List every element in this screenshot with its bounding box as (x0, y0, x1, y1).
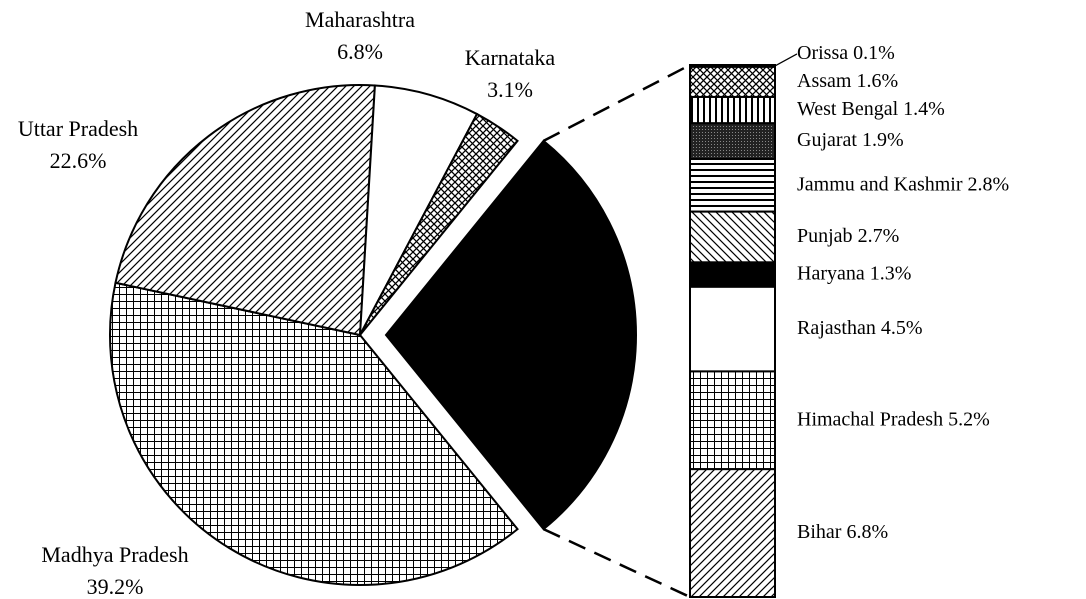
bar-category: Orissa (797, 42, 848, 64)
bar-category: Jammu and Kashmir (797, 173, 963, 195)
bar-label: Gujarat 1.9% (797, 129, 904, 151)
bar-label: Punjab 2.7% (797, 225, 899, 247)
bar-segment (689, 65, 776, 98)
bar-value-label: 2.7% (858, 225, 900, 247)
bar-label: Himachal Pradesh 5.2% (797, 408, 990, 430)
pie-slice (114, 84, 376, 337)
pie-slice (359, 84, 479, 336)
bar-value-label: 1.9% (862, 129, 904, 151)
slice-value-label: 39.2% (87, 574, 144, 599)
breakdown-bar: Orissa 0.1%Assam 1.6%West Bengal 1.4%Guj… (689, 42, 1009, 599)
leader-line (774, 53, 798, 67)
pie-slice (384, 139, 637, 531)
slice-value-label: 3.1% (487, 77, 533, 102)
bar-value-label: 1.6% (856, 70, 898, 92)
bar-segment (689, 210, 776, 264)
pie-slice (359, 112, 519, 336)
slice-label: Maharashtra (305, 7, 415, 32)
bar-category: Punjab (797, 225, 853, 247)
bar-segment (689, 261, 776, 288)
slice-value-label: 22.6% (50, 148, 107, 173)
slice-label: Karnataka (465, 45, 556, 70)
bar-value-label: 0.1% (853, 42, 895, 64)
bar-category: West Bengal (797, 98, 899, 120)
bar-label: Assam 1.6% (797, 70, 898, 92)
bar-label: Orissa 0.1% (797, 42, 895, 64)
bar-segment (689, 122, 776, 160)
bar-segment (689, 95, 776, 125)
bar-category: Rajasthan (797, 317, 876, 339)
slice-label: Madhya Pradesh (41, 542, 188, 567)
bar-label: Bihar 6.8% (797, 521, 888, 543)
slice-value-label: 28.3% (494, 323, 551, 348)
slice-value-label: 6.8% (337, 39, 383, 64)
slice-label: Uttar Pradesh (18, 116, 138, 141)
bar-value-label: 1.4% (903, 98, 945, 120)
bar-segment (689, 285, 776, 373)
bar-category: Haryana (797, 262, 865, 284)
bar-label: Rajasthan 4.5% (797, 317, 923, 339)
slice-label: Others (493, 291, 552, 316)
bar-value-label: 6.8% (846, 521, 888, 543)
pie: Others 28.3% Madhya Pradesh 39.2% Uttar Prad… (18, 7, 637, 599)
bar-value-label: 4.5% (881, 317, 923, 339)
bar-segment (689, 468, 776, 599)
connector (542, 63, 691, 142)
pie-slice (109, 281, 519, 586)
bar-label: West Bengal 1.4% (797, 98, 945, 120)
bar-value-label: 5.2% (948, 408, 990, 430)
bar-category: Gujarat (797, 129, 857, 151)
bar-category: Bihar (797, 521, 842, 543)
connector (543, 527, 691, 599)
bar-value-label: 2.8% (968, 173, 1010, 195)
bar-segment (689, 370, 776, 471)
bar-category: Assam (797, 70, 852, 92)
bar-label: Jammu and Kashmir 2.8% (797, 173, 1009, 195)
bar-segment (689, 157, 776, 213)
bar-label: Haryana 1.3% (797, 262, 911, 284)
bar-value-label: 1.3% (870, 262, 912, 284)
bar-category: Himachal Pradesh (797, 408, 943, 430)
